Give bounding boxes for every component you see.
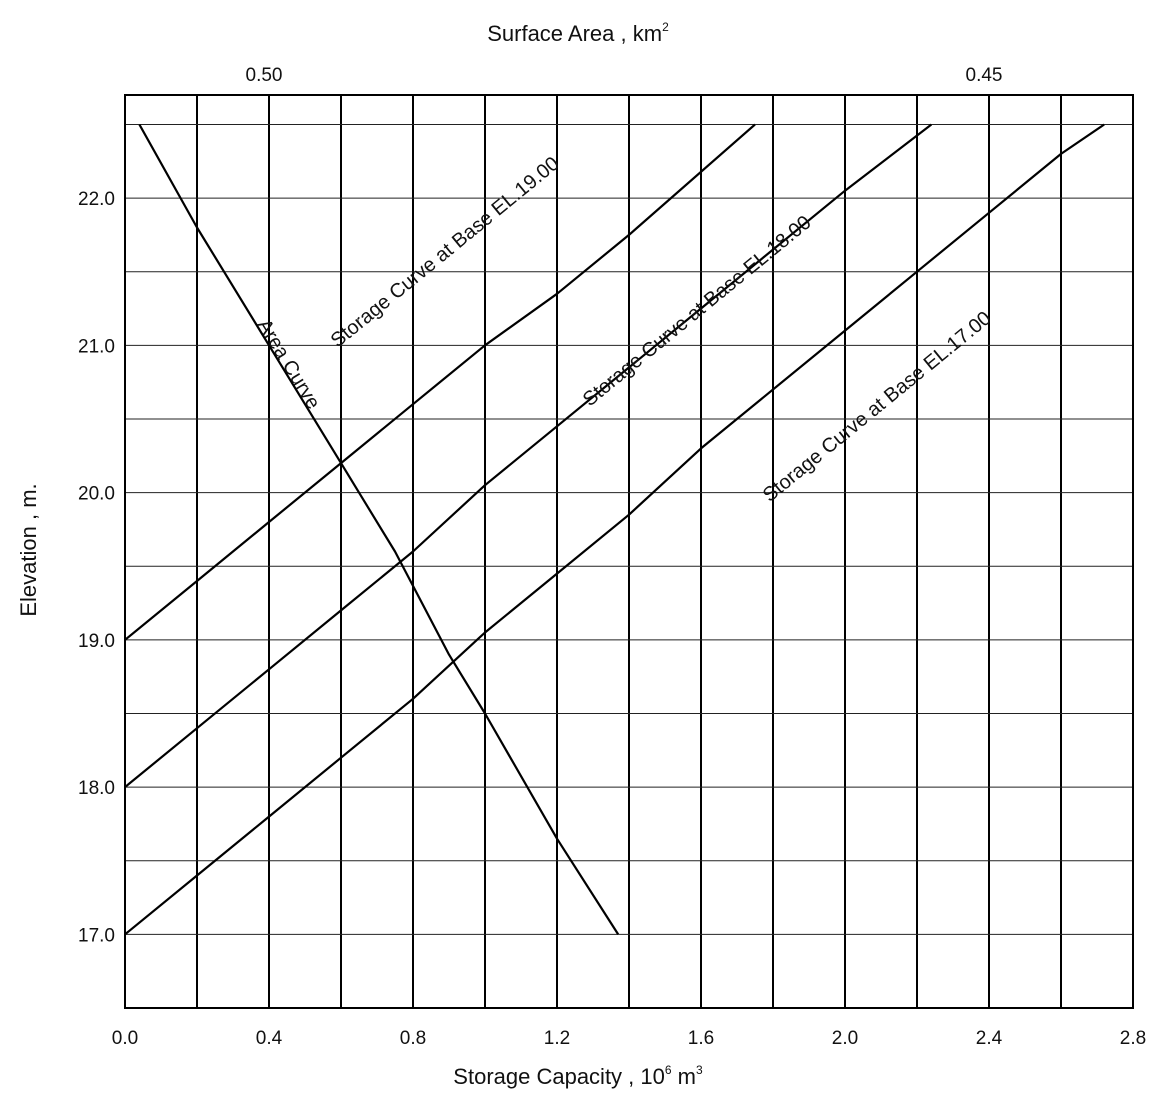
x-tick-label: 2.0 — [832, 1028, 858, 1049]
top-tick-label: 0.45 — [966, 65, 1003, 86]
y-tick-label: 17.0 — [78, 925, 115, 946]
y-tick-label: 18.0 — [78, 778, 115, 799]
top-tick-labels: 0.50 0.45 — [246, 65, 1003, 86]
x-tick-label: 1.2 — [544, 1028, 570, 1049]
series-label-3: Storage Curve at Base EL.17.00 — [759, 307, 996, 506]
plot-frame — [124, 94, 1134, 1009]
x-tick-label: 0.8 — [400, 1028, 426, 1049]
series-line-1 — [124, 123, 756, 641]
x-tick-label: 2.4 — [976, 1028, 1003, 1049]
y-tick-labels: 17.0 18.0 19.0 20.0 21.0 22.0 — [78, 189, 115, 946]
series-label-1: Storage Curve at Base EL.19.00 — [327, 153, 564, 352]
top-tick-label: 0.50 — [246, 65, 283, 86]
horizontal-gridlines — [125, 123, 1133, 935]
y-tick-label: 22.0 — [78, 189, 115, 210]
series-line-2 — [124, 123, 933, 788]
x-tick-labels: 0.0 0.4 0.8 1.2 1.6 2.0 2.4 2.8 — [112, 1028, 1146, 1049]
x-tick-label: 0.4 — [256, 1028, 283, 1049]
series-lines — [124, 123, 1105, 936]
series-line-0 — [138, 123, 620, 935]
y-tick-label: 21.0 — [78, 336, 115, 357]
x-tick-label: 0.0 — [112, 1028, 138, 1049]
series-label-0: Area Curve — [253, 315, 324, 413]
x-tick-label: 2.8 — [1120, 1028, 1146, 1049]
top-axis-title: Surface Area , km2 — [487, 20, 669, 46]
y-tick-label: 20.0 — [78, 484, 115, 505]
y-tick-label: 19.0 — [78, 631, 115, 652]
series-label-2: Storage Curve at Base EL.18.00 — [579, 212, 816, 411]
series-line-3 — [124, 123, 1105, 936]
y-axis-title: Elevation , m. — [16, 483, 41, 616]
vertical-gridlines — [196, 95, 1062, 1008]
x-tick-label: 1.6 — [688, 1028, 714, 1049]
x-axis-title: Storage Capacity , 106 m3 — [453, 1063, 703, 1089]
